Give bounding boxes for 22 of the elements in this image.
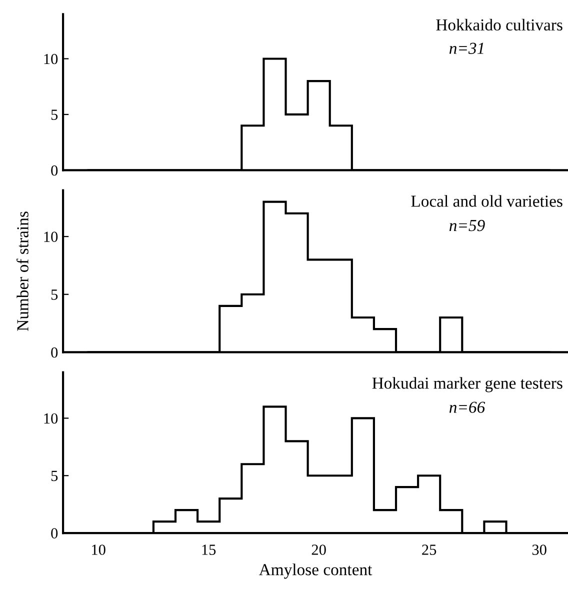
text: n=66 [449,402,486,413]
x-axis-title: Amylose content [258,564,372,579]
chart-title: Hokudai marker gene testers [372,377,562,392]
y-tick-label: 5 [51,290,58,300]
x-tick-label: 25 [422,544,436,555]
y-tick-label: 5 [51,110,58,120]
y-tick-label: 0 [51,528,58,538]
text: n=31 [449,42,484,54]
y-axis-title: Number of strains [16,212,28,331]
chart-title: Local and old varieties [411,195,562,207]
y-tick-label: 0 [51,165,58,176]
y-tick-label: 10 [44,232,58,242]
y-tick-label: 0 [51,347,58,358]
x-tick-label: 15 [202,544,216,555]
x-tick-label: 20 [312,544,326,555]
x-tick-label: 30 [532,544,546,555]
y-tick-label: 10 [44,413,58,424]
text: n=59 [449,220,485,232]
chart-title: Hokkaido cultivars [436,18,562,31]
x-tick-label: 10 [92,544,106,555]
y-tick-label: 10 [44,54,58,64]
y-tick-label: 5 [51,470,58,482]
